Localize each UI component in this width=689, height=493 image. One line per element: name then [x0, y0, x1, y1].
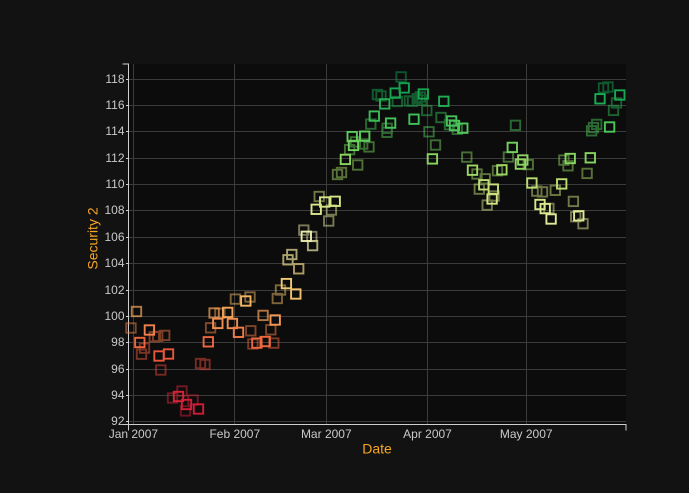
svg-text:118: 118 [105, 72, 124, 86]
svg-text:May 2007: May 2007 [500, 427, 553, 441]
svg-text:110: 110 [105, 177, 124, 191]
svg-text:100: 100 [104, 309, 124, 323]
svg-text:92: 92 [111, 414, 125, 428]
svg-text:104: 104 [104, 256, 124, 270]
svg-text:98: 98 [111, 335, 125, 349]
svg-text:Apr 2007: Apr 2007 [403, 427, 452, 441]
svg-text:Jan 2007: Jan 2007 [109, 427, 159, 441]
svg-text:112: 112 [105, 151, 124, 165]
svg-text:Date: Date [362, 441, 392, 457]
svg-text:116: 116 [105, 98, 124, 112]
svg-text:102: 102 [104, 283, 124, 297]
svg-text:96: 96 [111, 362, 125, 376]
svg-text:Security 2: Security 2 [85, 207, 101, 269]
svg-text:94: 94 [111, 388, 125, 402]
svg-text:Feb 2007: Feb 2007 [209, 427, 260, 441]
svg-text:114: 114 [105, 124, 124, 138]
svg-text:108: 108 [104, 203, 124, 217]
svg-text:Mar 2007: Mar 2007 [301, 427, 352, 441]
svg-text:106: 106 [104, 230, 124, 244]
